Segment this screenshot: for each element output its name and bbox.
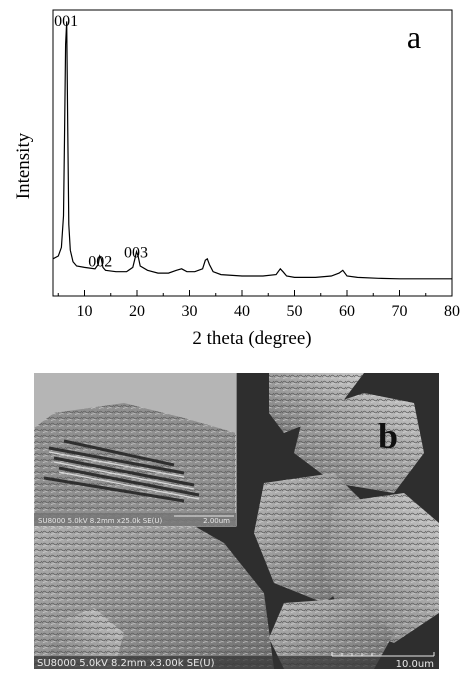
main-caption: SU8000 5.0kV 8.2mm x3.00k SE(U) (37, 658, 215, 669)
plot-frame (52, 9, 453, 297)
sem-micrograph: SU8000 5.0kV 8.2mm x25.0k SE(U) 2.00um S… (34, 373, 439, 669)
peak-label-001: 001 (54, 13, 78, 30)
panel-label-a: a (407, 19, 421, 55)
x-tick-label: 20 (129, 303, 145, 320)
x-tick-label: 40 (234, 303, 250, 320)
inset-caption: SU8000 5.0kV 8.2mm x25.0k SE(U) (38, 517, 163, 525)
panel-label-b: b (378, 416, 399, 456)
inset-upper-flake (34, 373, 236, 433)
x-axis-tick-labels: 10 20 30 40 50 60 70 80 (77, 303, 460, 320)
x-tick-label: 80 (444, 303, 460, 320)
x-tick-label: 70 (392, 303, 408, 320)
peak-label-002: 002 (88, 253, 112, 270)
x-tick-label: 30 (182, 303, 198, 320)
x-tick-label: 10 (77, 303, 93, 320)
xrd-series-line (52, 21, 452, 280)
main-scale-label: 10.0um (396, 659, 434, 669)
x-tick-label: 50 (287, 303, 303, 320)
x-axis-label: 2 theta (degree) (192, 328, 311, 349)
xrd-chart: 10 20 30 40 50 60 70 80 001 002 003 2 theta (degr… (13, 9, 460, 349)
inset-layer-stack (43, 439, 200, 503)
sem-image: SU8000 5.0kV 8.2mm x25.0k SE(U) 2.00um S… (34, 373, 439, 669)
inset-scale-label: 2.00um (203, 517, 230, 525)
x-tick-label: 60 (339, 303, 355, 320)
y-axis-label: Intensity (13, 132, 34, 199)
main-scale-bar (331, 652, 435, 657)
xrd-plot: 10 20 30 40 50 60 70 80 001 002 003 2 theta (degr… (13, 9, 460, 349)
peak-labels: 001 002 003 (54, 13, 148, 270)
peak-label-003: 003 (124, 245, 148, 262)
x-axis-ticks (57, 290, 453, 296)
